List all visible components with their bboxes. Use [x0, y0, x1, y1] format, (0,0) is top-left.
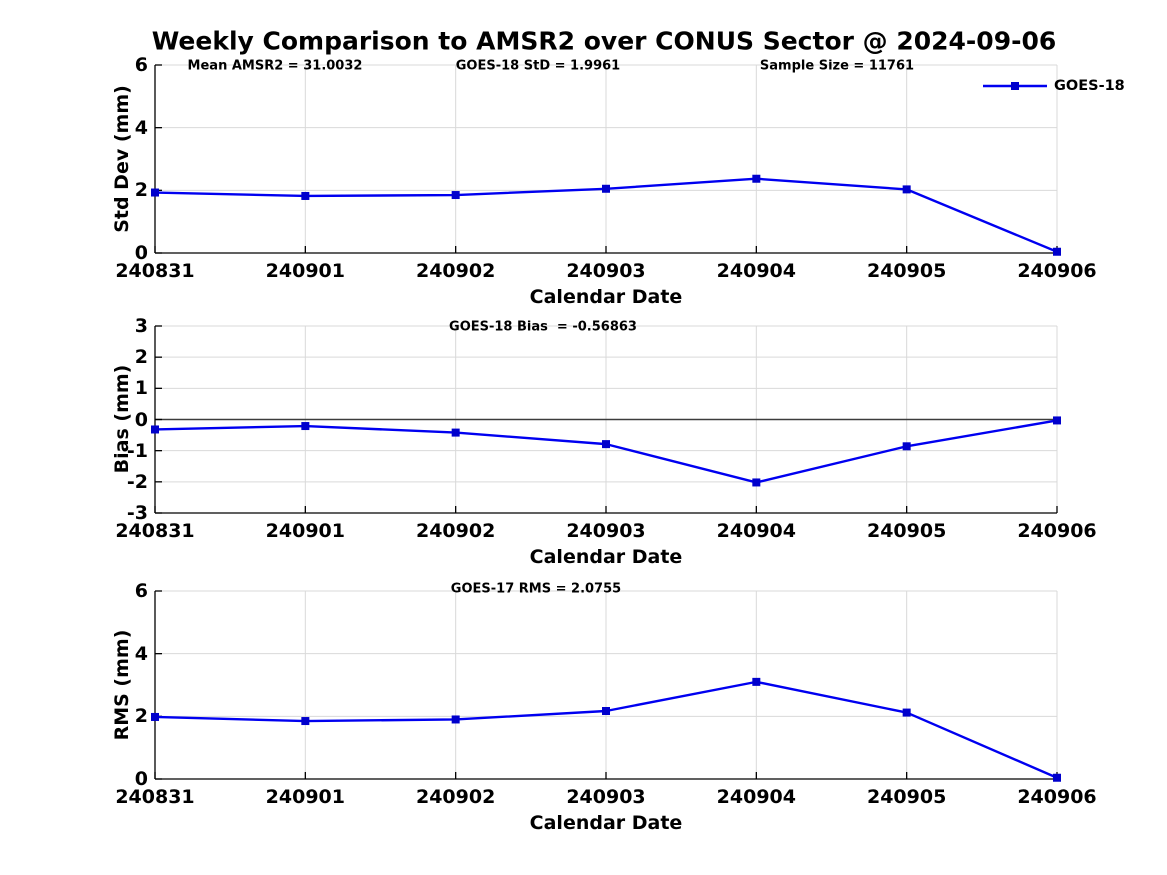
data-point-marker: [301, 191, 310, 200]
data-point-marker: [752, 677, 761, 686]
x-tick-label: 240904: [716, 260, 796, 282]
legend-marker-sample: [1011, 82, 1019, 90]
data-point-marker: [1053, 416, 1061, 425]
data-point-marker: [451, 428, 460, 437]
data-point-marker: [1053, 773, 1061, 782]
x-tick-label: 240902: [415, 260, 496, 282]
annotation-goes17-rms: GOES-17 RMS = 2.0755: [450, 581, 622, 597]
x-tick-label: 240901: [265, 786, 345, 808]
figure-title: Weekly Comparison to AMSR2 over CONUS Se…: [151, 26, 1057, 56]
data-point-marker: [902, 185, 911, 194]
bias-x-axis-label: Calendar Date: [529, 546, 683, 568]
x-tick-label: 240831: [115, 786, 195, 808]
annotation-mean-amsr2: Mean AMSR2 = 31.0032: [187, 58, 363, 74]
data-point-marker: [151, 712, 159, 721]
x-tick-label: 240903: [566, 260, 646, 282]
data-point-marker: [151, 188, 159, 197]
data-point-marker: [902, 708, 911, 717]
y-tick-label: 4: [134, 642, 148, 665]
data-point-marker: [301, 717, 310, 726]
x-tick-label: 240905: [866, 786, 947, 808]
x-tick-label: 240905: [866, 520, 947, 542]
data-point-marker: [151, 425, 159, 434]
x-tick-label: 240902: [415, 786, 496, 808]
x-tick-label: 240904: [716, 786, 796, 808]
rms-x-axis-label: Calendar Date: [529, 812, 683, 834]
y-tick-label: 6: [134, 54, 148, 76]
x-tick-label: 240903: [566, 786, 646, 808]
x-tick-label: 240903: [566, 520, 646, 542]
x-tick-label: 240906: [1017, 786, 1097, 808]
y-tick-label: 6: [134, 580, 148, 602]
y-tick-label: -2: [126, 470, 148, 493]
x-tick-label: 240831: [115, 260, 195, 282]
annotation-goes18-std: GOES-18 StD = 1.9961: [455, 58, 621, 74]
stddev-y-axis-label: Std Dev (mm): [111, 85, 133, 233]
x-tick-label: 240906: [1017, 520, 1097, 542]
legend-entry-goes18: GOES-18: [1054, 78, 1125, 94]
x-tick-label: 240831: [115, 520, 195, 542]
data-point-marker: [752, 478, 761, 487]
data-point-marker: [752, 174, 761, 183]
data-point-marker: [1053, 247, 1061, 256]
stddev-x-axis-label: Calendar Date: [529, 286, 683, 308]
y-tick-label: 0: [134, 242, 148, 264]
annotation-goes18-bias: GOES-18 Bias = -0.56863: [449, 319, 637, 335]
data-point-marker: [602, 707, 610, 716]
x-tick-label: 240902: [415, 520, 496, 542]
rms-y-axis-label: RMS (mm): [111, 629, 133, 741]
data-point-marker: [602, 440, 610, 449]
y-tick-label: 0: [134, 768, 148, 790]
data-point-marker: [451, 715, 460, 724]
y-tick-label: 0: [134, 408, 148, 431]
x-tick-label: 240901: [265, 260, 345, 282]
y-tick-label: -3: [126, 502, 148, 524]
data-point-marker: [301, 422, 310, 431]
x-tick-label: 240906: [1017, 260, 1097, 282]
y-tick-label: 2: [134, 179, 148, 202]
y-tick-label: -1: [126, 439, 148, 462]
data-point-marker: [451, 191, 460, 200]
x-tick-label: 240904: [716, 520, 796, 542]
y-tick-label: 4: [134, 116, 148, 139]
x-tick-label: 240901: [265, 520, 345, 542]
y-tick-label: 2: [134, 346, 148, 369]
data-point-marker: [902, 442, 911, 451]
data-point-marker: [602, 184, 610, 193]
x-tick-label: 240905: [866, 260, 947, 282]
y-tick-label: 3: [134, 315, 148, 337]
y-tick-label: 1: [134, 377, 148, 400]
y-tick-label: 2: [134, 705, 148, 728]
annotation-sample-size: Sample Size = 11761: [759, 58, 915, 74]
